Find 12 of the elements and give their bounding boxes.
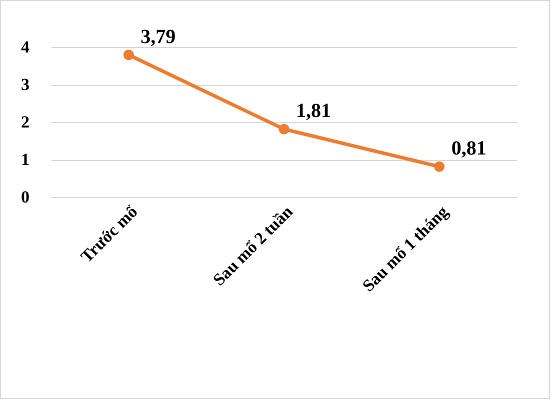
point — [123, 50, 134, 60]
x-tick-label: Sau mổ 2 tuần — [209, 202, 297, 290]
data-label: 3,79 — [140, 26, 176, 48]
y-tick-label: 1 — [21, 150, 30, 169]
point — [278, 124, 290, 134]
y-tick-label: 0 — [21, 188, 30, 206]
data-label: 0,81 — [451, 138, 486, 160]
y-tick-label: 4 — [21, 38, 30, 56]
y-tick-label: 3 — [21, 75, 30, 94]
data-label: 1,81 — [296, 100, 331, 122]
point — [434, 161, 445, 172]
y-tick-label: 2 — [21, 112, 30, 132]
